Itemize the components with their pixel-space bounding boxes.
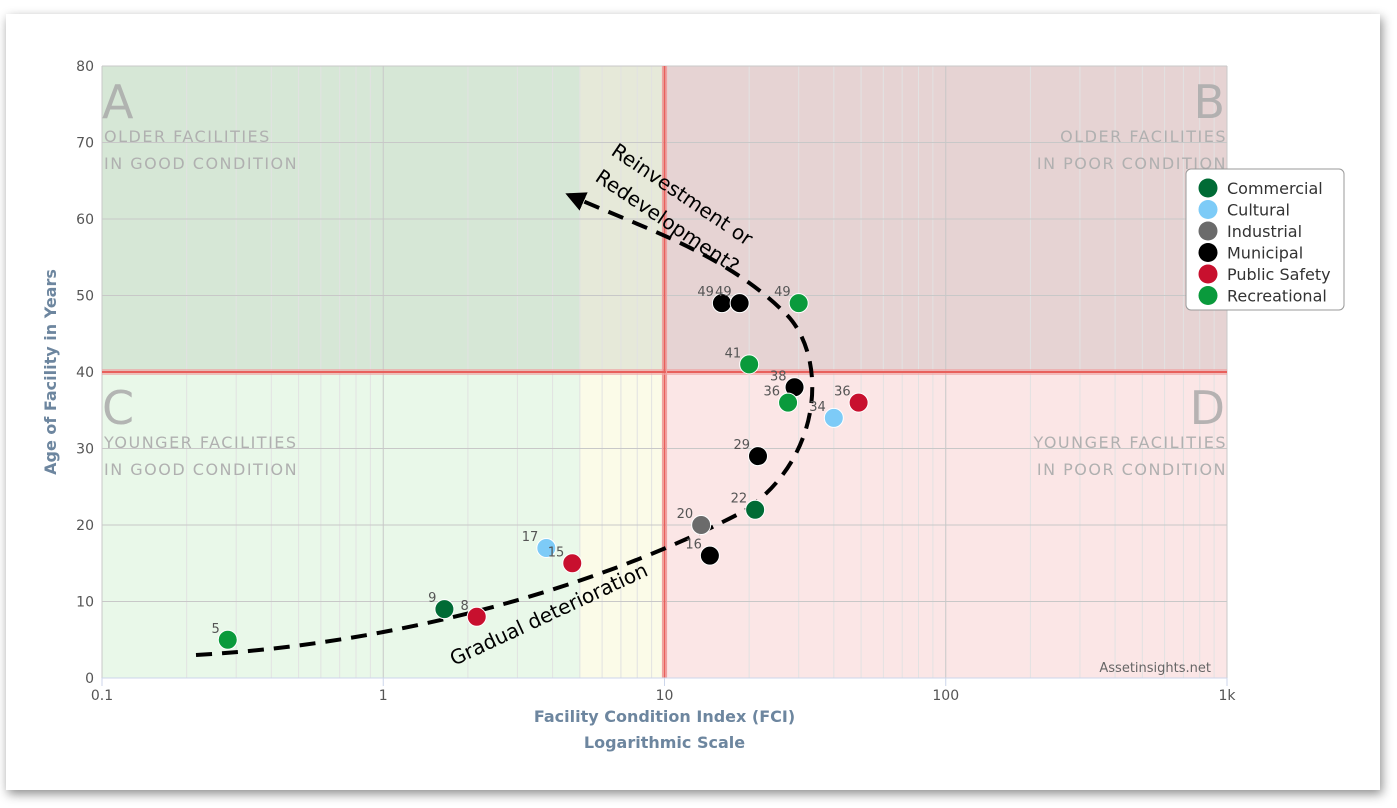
point-label-recreational: 41 — [725, 346, 742, 361]
quadrant-c-letter: C — [102, 381, 134, 435]
quadrant-a-line1: OLDER FACILITIES — [104, 127, 271, 146]
legend-label-municipal[interactable]: Municipal — [1227, 244, 1303, 263]
data-points — [217, 293, 869, 650]
point-municipal[interactable] — [747, 446, 768, 467]
legend-marker-municipal[interactable] — [1198, 243, 1218, 262]
point-recreational[interactable] — [739, 354, 760, 375]
fci-scatter-chart: A OLDER FACILITIES IN GOOD CONDITION B O… — [41, 59, 1345, 752]
point-label-recreational: 36 — [764, 385, 781, 400]
point-label-public-safety: 8 — [460, 599, 468, 614]
point-municipal[interactable] — [729, 293, 750, 314]
point-cultural[interactable] — [823, 407, 844, 428]
legend: Commercial Cultural Industrial Municipal Pub… — [1185, 168, 1345, 311]
point-recreational[interactable] — [788, 293, 809, 314]
quadrant-c-line2: IN GOOD CONDITION — [104, 460, 298, 479]
point-label-municipal: 16 — [685, 538, 702, 553]
y-tick-label: 50 — [76, 289, 94, 305]
quadrant-c-line1: YOUNGER FACILITIES — [103, 433, 298, 452]
legend-marker-public-safety[interactable] — [1198, 264, 1218, 284]
x-tick-label: 0.1 — [91, 688, 113, 704]
x-axis-subtitle: Logarithmic Scale — [584, 733, 745, 752]
point-label-municipal: 49 — [715, 285, 732, 300]
x-tick-label: 100 — [932, 688, 959, 704]
quadrant-d-line1: YOUNGER FACILITIES — [1032, 433, 1227, 452]
x-axis-title: Facility Condition Index (FCI) — [534, 707, 795, 726]
chart-card: A OLDER FACILITIES IN GOOD CONDITION B O… — [6, 14, 1380, 790]
point-recreational[interactable] — [217, 629, 238, 650]
y-axis-ticks: 0 10 20 30 40 50 60 70 80 — [76, 59, 94, 687]
legend-label-public-safety[interactable]: Public Safety — [1227, 265, 1331, 284]
legend-marker-cultural[interactable] — [1198, 200, 1218, 219]
credit-text: Assetinsights.net — [1099, 661, 1211, 676]
point-commercial[interactable] — [745, 499, 766, 520]
legend-marker-commercial[interactable] — [1198, 178, 1218, 198]
point-label-cultural: 17 — [522, 530, 539, 545]
y-axis-title: Age of Facility in Years — [41, 269, 60, 475]
legend-box — [1185, 168, 1345, 311]
threshold-lines — [102, 66, 1227, 678]
quadrant-b-line1: OLDER FACILITIES — [1060, 127, 1227, 146]
deterioration-trend-curve — [195, 192, 815, 657]
point-recreational[interactable] — [778, 392, 799, 413]
y-tick-label: 70 — [76, 136, 94, 152]
point-label-recreational: 5 — [211, 622, 219, 637]
point-label-cultural: 34 — [809, 400, 826, 415]
point-label-municipal: 49 — [697, 285, 714, 300]
quadrant-b-line2: IN POOR CONDITION — [1037, 154, 1227, 173]
y-tick-label: 0 — [85, 671, 94, 687]
y-tick-label: 60 — [76, 212, 94, 228]
legend-label-industrial[interactable]: Industrial — [1227, 222, 1302, 241]
point-label-recreational: 49 — [774, 285, 791, 300]
y-tick-label: 20 — [76, 518, 94, 534]
legend-marker-recreational[interactable] — [1198, 286, 1218, 305]
point-cultural[interactable] — [536, 537, 557, 558]
legend-marker-industrial[interactable] — [1198, 221, 1218, 241]
quadrant-d-line2: IN POOR CONDITION — [1037, 460, 1227, 479]
quadrant-b-letter: B — [1193, 75, 1225, 129]
point-label-public-safety: 15 — [548, 545, 565, 560]
point-label-public-safety: 36 — [834, 385, 851, 400]
point-label-industrial: 20 — [677, 507, 694, 522]
x-tick-label: 10 — [656, 688, 674, 704]
point-public-safety[interactable] — [466, 606, 487, 627]
legend-label-cultural[interactable]: Cultural — [1227, 201, 1290, 220]
x-tick-label: 1k — [1218, 688, 1236, 704]
point-public-safety[interactable] — [562, 553, 583, 574]
point-label-commercial: 22 — [731, 492, 748, 507]
point-label-municipal: 38 — [770, 369, 787, 384]
x-tick-label: 1 — [379, 688, 388, 704]
quadrant-a-letter: A — [102, 75, 134, 129]
y-tick-label: 80 — [76, 59, 94, 75]
legend-label-commercial[interactable]: Commercial — [1227, 179, 1323, 198]
point-public-safety[interactable] — [848, 392, 869, 413]
y-tick-label: 40 — [76, 365, 94, 381]
y-tick-label: 30 — [76, 442, 94, 458]
point-label-municipal: 29 — [733, 438, 750, 453]
quadrant-d-letter: D — [1190, 381, 1225, 435]
point-municipal[interactable] — [699, 545, 720, 566]
point-label-commercial: 9 — [428, 591, 436, 606]
legend-label-recreational[interactable]: Recreational — [1227, 287, 1327, 306]
point-industrial[interactable] — [691, 515, 712, 535]
x-axis-ticks: 0.1 1 10 100 1k — [91, 678, 1236, 704]
y-tick-label: 10 — [76, 595, 94, 611]
quadrant-labels: A OLDER FACILITIES IN GOOD CONDITION B O… — [102, 75, 1227, 479]
quadrant-a-line2: IN GOOD CONDITION — [104, 154, 298, 173]
point-commercial[interactable] — [434, 599, 455, 620]
